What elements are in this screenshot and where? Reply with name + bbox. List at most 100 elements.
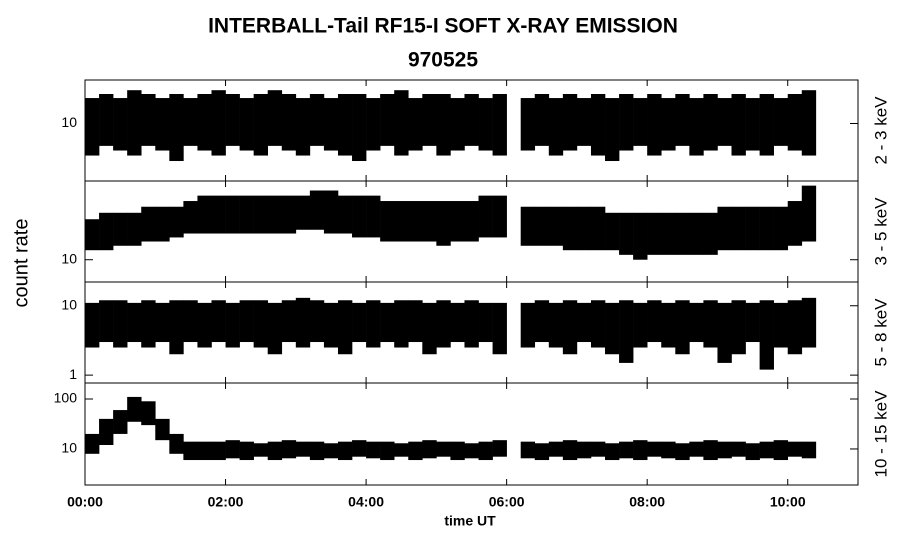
data-band: [647, 300, 662, 343]
data-band: [548, 302, 564, 348]
data-band: [380, 302, 395, 343]
data-band: [422, 302, 437, 355]
data-band: [773, 302, 789, 348]
data-band: [675, 94, 690, 146]
data-band: [197, 195, 212, 234]
data-band: [183, 201, 198, 234]
data-band: [562, 300, 578, 355]
panel-label: 10 - 15 keV: [871, 390, 890, 478]
data-band: [295, 441, 311, 457]
data-band: [366, 300, 381, 348]
data-band: [689, 212, 704, 255]
data-band: [436, 201, 451, 246]
data-band: [759, 300, 774, 370]
data-band: [520, 98, 536, 151]
x-tick-label: 00:00: [67, 494, 103, 510]
data-band: [295, 297, 311, 348]
chart-title: INTERBALL-Tail RF15-I SOFT X-RAY EMISSIO…: [208, 15, 678, 38]
data-band: [295, 195, 311, 230]
data-band: [113, 212, 128, 246]
data-band: [225, 94, 240, 146]
panel-label: 3 - 5 keV: [871, 197, 890, 266]
data-band: [352, 94, 367, 162]
data-band: [99, 94, 114, 146]
data-band: [717, 302, 732, 363]
data-band: [99, 212, 114, 251]
data-band: [99, 418, 114, 446]
data-band: [394, 300, 409, 348]
x-tick-label: 04:00: [348, 494, 384, 510]
data-band: [478, 302, 493, 343]
data-band: [675, 300, 690, 355]
data-band: [197, 302, 212, 348]
data-band: [661, 98, 676, 151]
data-band: [366, 98, 381, 151]
data-band: [281, 440, 297, 459]
data-band: [211, 300, 226, 343]
data-band: [717, 98, 732, 146]
data-band: [380, 94, 395, 146]
data-band: [450, 98, 465, 151]
data-band: [450, 201, 465, 242]
data-band: [394, 201, 409, 242]
data-band: [127, 212, 142, 246]
data-band: [492, 440, 507, 457]
data-band: [633, 440, 648, 461]
y-tick-label: 10: [61, 114, 77, 130]
x-tick-label: 06:00: [489, 494, 525, 510]
data-band: [337, 300, 353, 355]
data-band: [605, 212, 620, 251]
data-band: [141, 94, 156, 146]
data-band: [211, 195, 226, 234]
data-band: [703, 212, 718, 255]
data-band: [759, 441, 774, 459]
data-band: [323, 443, 339, 459]
data-band: [127, 396, 142, 422]
data-band: [689, 98, 704, 156]
data-band: [464, 300, 479, 348]
panel-label: 2 - 3 keV: [871, 96, 890, 165]
data-band: [169, 433, 184, 454]
data-band: [548, 98, 564, 156]
data-band: [787, 441, 803, 457]
data-band: [422, 201, 437, 242]
data-band: [127, 302, 142, 343]
data-band: [309, 441, 325, 461]
data-band: [759, 206, 774, 251]
data-band: [267, 195, 283, 234]
data-band: [534, 300, 550, 343]
data-band: [323, 98, 339, 151]
data-band: [211, 441, 226, 461]
data-band: [562, 206, 578, 251]
data-band: [141, 206, 156, 242]
data-band: [422, 94, 437, 146]
data-band: [534, 94, 550, 146]
data-band: [197, 441, 212, 461]
data-band: [267, 90, 283, 146]
data-band: [352, 302, 367, 343]
data-band: [450, 441, 465, 461]
data-band: [661, 441, 676, 459]
data-band: [253, 300, 269, 348]
y-tick-label: 10: [61, 250, 77, 266]
data-band: [703, 300, 718, 348]
data-band: [113, 98, 128, 151]
data-band: [380, 201, 395, 242]
data-band: [633, 212, 648, 260]
data-band: [590, 94, 606, 156]
data-band: [225, 302, 240, 348]
data-band: [787, 201, 803, 246]
data-band: [408, 98, 423, 151]
data-band: [619, 441, 634, 459]
data-band: [801, 441, 817, 459]
data-band: [309, 300, 325, 343]
data-band: [127, 90, 142, 156]
data-band: [619, 212, 634, 255]
data-band: [337, 195, 353, 234]
data-band: [689, 302, 704, 343]
y-tick-label: 10: [61, 440, 77, 456]
data-band: [745, 443, 760, 461]
data-band: [647, 212, 662, 255]
data-band: [366, 441, 381, 459]
data-band: [239, 441, 254, 461]
